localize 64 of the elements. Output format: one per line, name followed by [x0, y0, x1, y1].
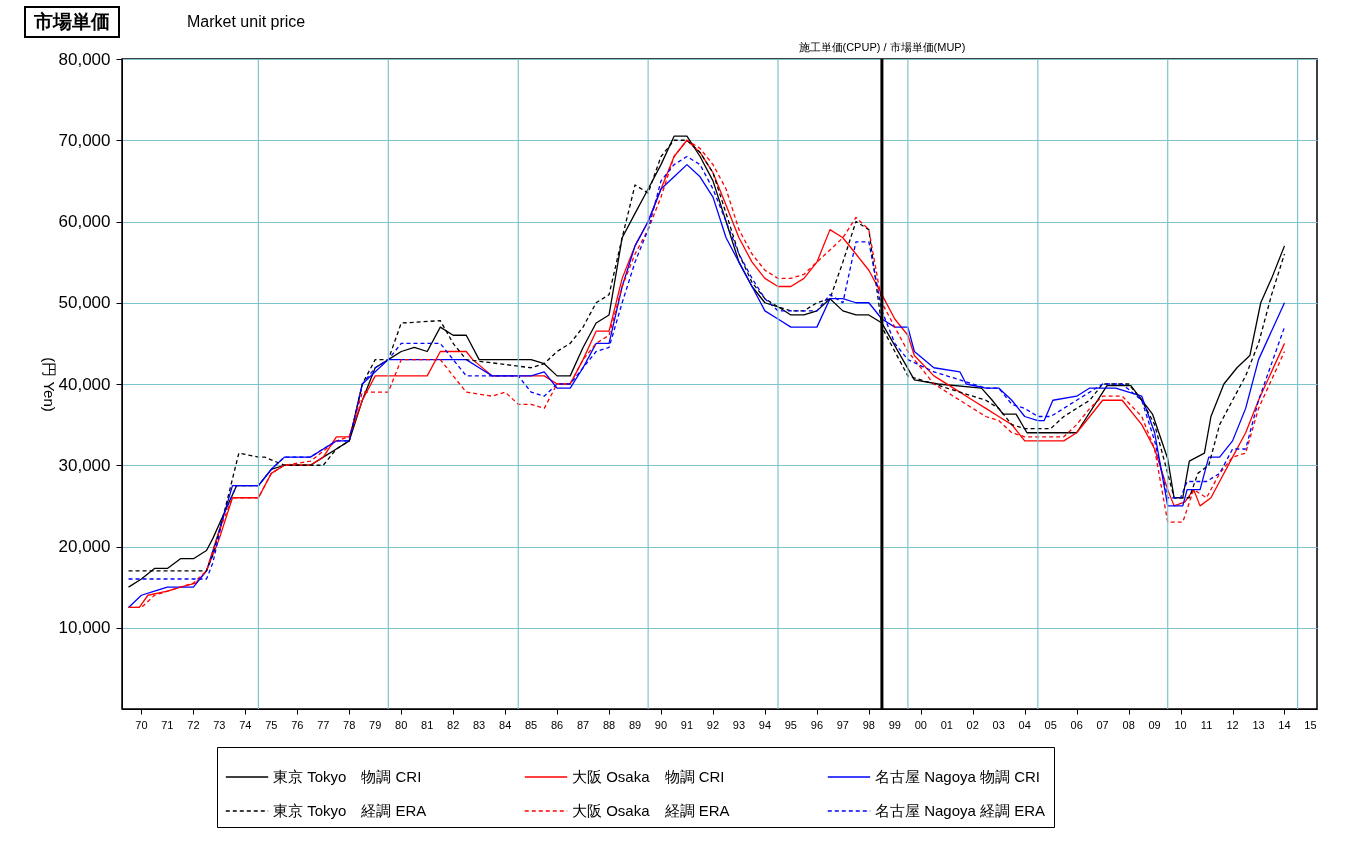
x-tick-label: 73	[213, 719, 226, 731]
x-tick-label: 78	[343, 719, 356, 731]
x-tick-label: 72	[187, 719, 200, 731]
x-tick-label: 15	[1304, 719, 1317, 731]
x-tick-label: 99	[888, 719, 901, 731]
legend-label: 東京 Tokyo 物調 CRI	[273, 768, 422, 785]
x-tick-label: 75	[265, 719, 278, 731]
x-tick-label: 14	[1278, 719, 1291, 731]
x-tick-label: 93	[732, 719, 746, 731]
x-tick-label: 04	[1018, 719, 1031, 731]
y-axis-title: (円 Yen)	[40, 357, 58, 412]
x-tick-label: 79	[369, 719, 382, 731]
x-tick-label: 83	[473, 719, 486, 731]
x-tick-label: 13	[1252, 719, 1265, 731]
x-tick-label: 98	[862, 719, 875, 731]
x-tick-label: 80	[395, 719, 408, 731]
x-tick-label: 87	[576, 719, 590, 731]
x-tick-label: 92	[706, 719, 720, 731]
y-tick-label: 60,000	[58, 212, 111, 231]
x-tick-label: 05	[1044, 719, 1057, 731]
y-tick-label: 40,000	[58, 374, 111, 394]
y-tick-label: 80,000	[58, 49, 111, 69]
x-tick-label: 85	[525, 719, 538, 731]
x-tick-label: 82	[447, 719, 460, 731]
x-tick-label: 90	[654, 719, 668, 731]
x-tick-label: 09	[1148, 719, 1161, 731]
x-tick-label: 10	[1174, 719, 1187, 731]
legend-label: 大阪 Osaka 経調 ERA	[572, 802, 730, 819]
legend-label: 大阪 Osaka 物調 CRI	[572, 768, 725, 785]
x-tick-label: 03	[992, 719, 1005, 731]
x-tick-label: 12	[1226, 719, 1239, 731]
x-tick-label: 02	[966, 719, 979, 731]
x-tick-label: 70	[135, 719, 148, 731]
x-tick-label: 86	[550, 719, 564, 731]
x-tick-label: 88	[602, 719, 616, 731]
x-tick-label: 89	[628, 719, 642, 731]
x-tick-label: 06	[1070, 719, 1083, 731]
x-tick-label: 97	[836, 719, 849, 731]
x-tick-label: 71	[161, 719, 174, 731]
legend-label: 東京 Tokyo 経調 ERA	[273, 802, 427, 819]
y-tick-label: 10,000	[58, 618, 111, 638]
legend-label: 名古屋 Nagoya 物調 CRI	[875, 768, 1041, 785]
x-tick-label: 77	[317, 719, 330, 731]
y-tick-label: 70,000	[58, 130, 111, 150]
chart-title: 市場単価	[24, 6, 120, 38]
y-tick-label: 50,000	[58, 293, 111, 313]
x-tick-label: 81	[421, 719, 434, 731]
x-tick-label: 76	[291, 719, 304, 731]
x-tick-label: 01	[940, 719, 953, 731]
ref-line-label: 施工単価(CPUP) / 市場単価(MUP)	[798, 41, 966, 53]
x-tick-label: 11	[1200, 719, 1213, 731]
y-tick-label: 20,000	[58, 537, 111, 556]
x-tick-label: 74	[239, 719, 252, 731]
x-tick-label: 07	[1096, 719, 1109, 731]
y-tick-label: 30,000	[58, 455, 111, 475]
x-tick-label: 00	[914, 719, 927, 731]
x-tick-label: 96	[810, 719, 824, 731]
x-tick-label: 95	[784, 719, 797, 731]
x-tick-label: 08	[1122, 719, 1135, 731]
x-tick-label: 94	[758, 719, 772, 731]
legend-label: 名古屋 Nagoya 経調 ERA	[875, 802, 1046, 819]
x-tick-label: 84	[499, 719, 512, 731]
x-tick-label: 91	[680, 719, 694, 731]
chart-subtitle: Market unit price	[187, 13, 306, 31]
